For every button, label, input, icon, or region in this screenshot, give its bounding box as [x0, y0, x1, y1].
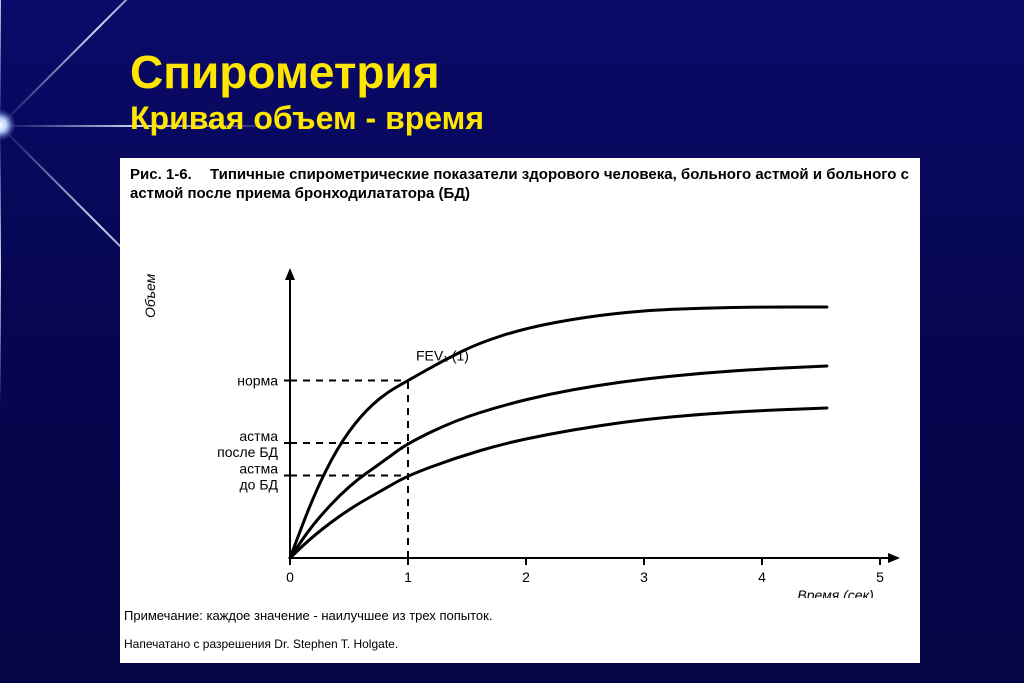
chart-panel: Рис. 1-6.Типичные спирометрические показ… [120, 158, 920, 663]
flare-core [0, 110, 15, 140]
svg-text:3: 3 [640, 569, 648, 585]
svg-text:0: 0 [286, 569, 294, 585]
svg-text:Время (сек): Время (сек) [797, 587, 873, 598]
svg-text:до БД: до БД [239, 477, 278, 493]
svg-text:норма: норма [237, 373, 278, 389]
figure-note: Примечание: каждое значение - наилучшее … [124, 608, 492, 623]
svg-text:5: 5 [876, 569, 884, 585]
svg-text:после БД: после БД [217, 444, 278, 460]
flare-ray [0, 126, 1, 406]
svg-text:Объем: Объем [142, 273, 158, 318]
svg-text:астма: астма [239, 428, 278, 444]
figure-credit: Напечатано с разрешения Dr. Stephen T. H… [124, 637, 398, 651]
slide-title: Спирометрия [130, 48, 440, 96]
volume-time-chart: 0 1 2 3 4 5Время (сек) Объем норма астмапосле БД… [120, 228, 920, 598]
flare-ray [0, 125, 1, 324]
slide: Спирометрия Кривая объем - время Рис. 1-… [0, 0, 1024, 683]
svg-text:1: 1 [404, 569, 412, 585]
svg-text:4: 4 [758, 569, 766, 585]
caption-prefix: Рис. 1-6. [130, 166, 210, 185]
svg-text:астма: астма [239, 461, 278, 477]
flare-ray [0, 0, 1, 127]
svg-text:2: 2 [522, 569, 530, 585]
flare-ray [0, 0, 1, 126]
caption-text: Типичные спирометрические показатели здо… [130, 166, 909, 202]
slide-subtitle: Кривая объем - время [130, 100, 484, 137]
figure-caption: Рис. 1-6.Типичные спирометрические показ… [130, 166, 910, 204]
